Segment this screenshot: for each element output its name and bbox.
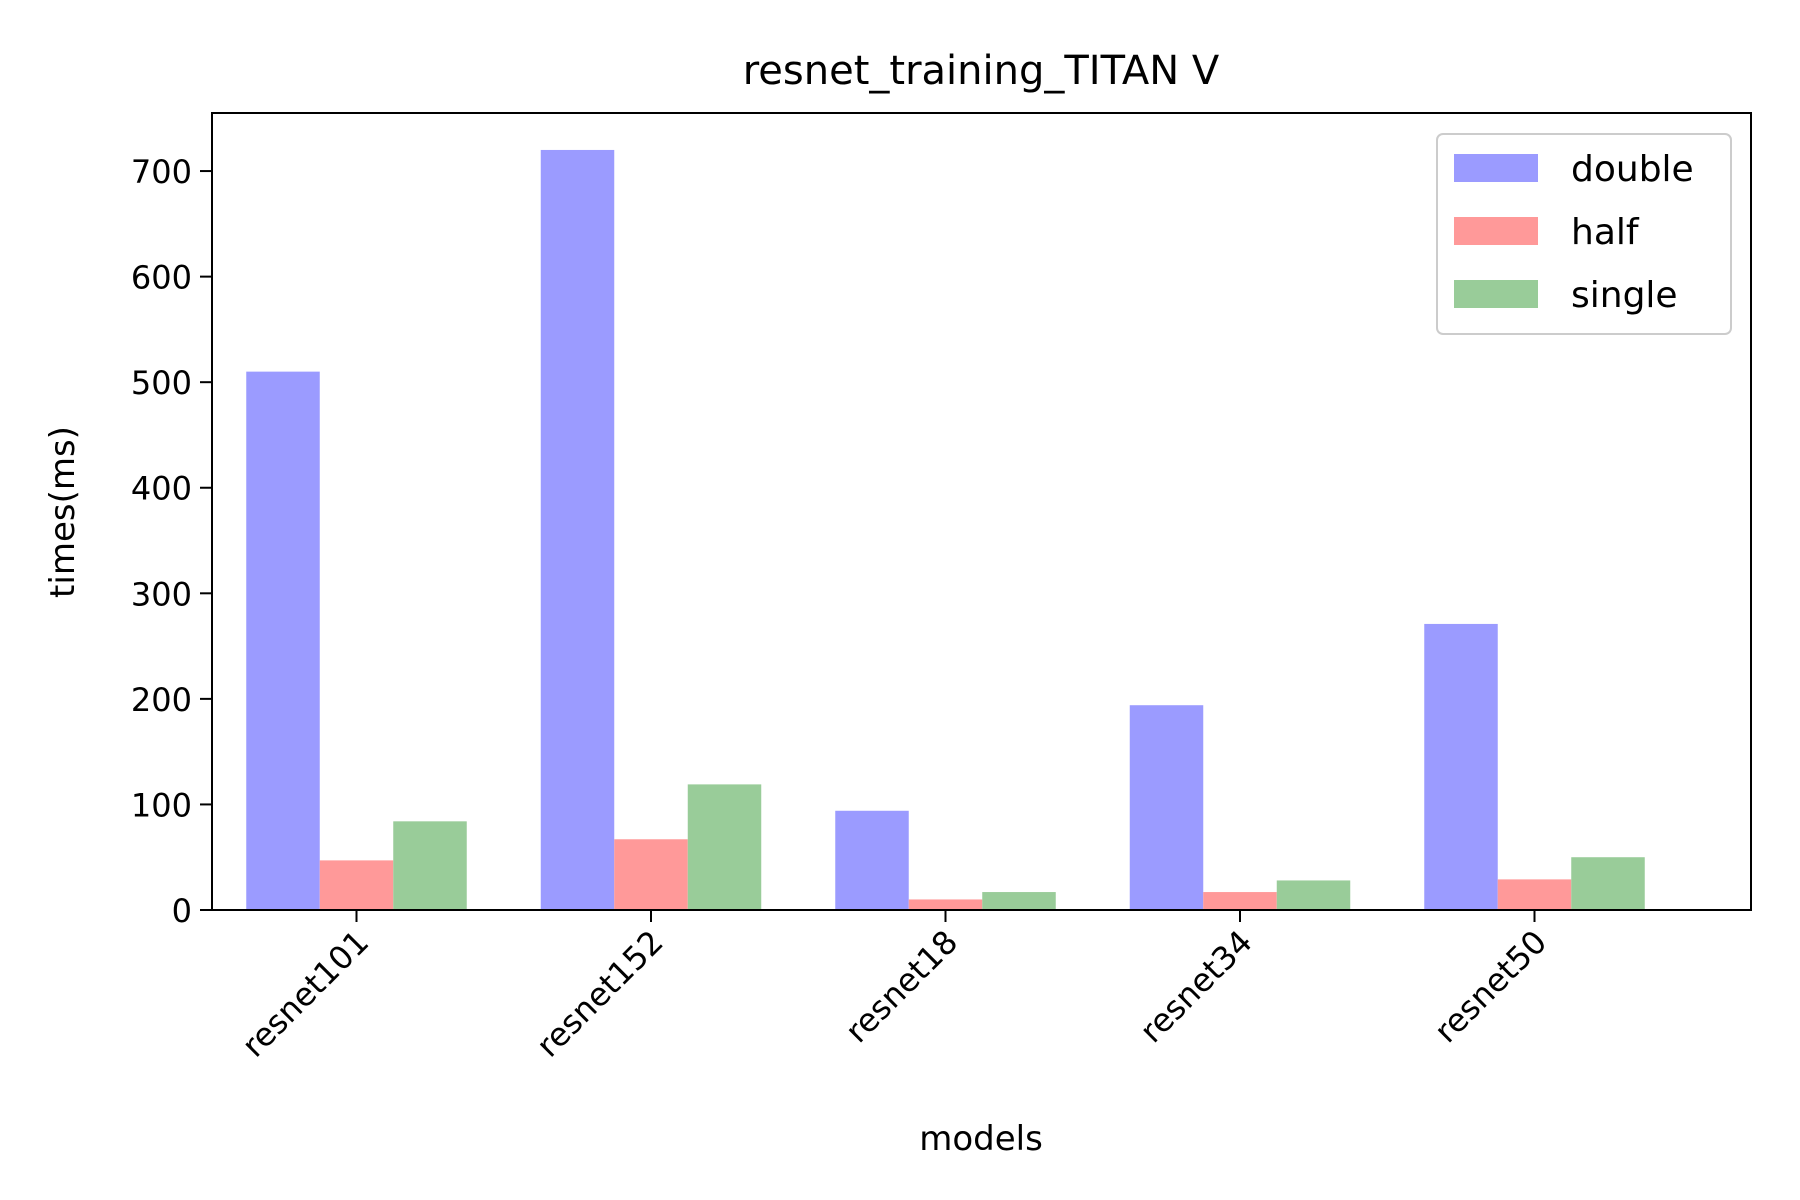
x-tick-label-resnet18: resnet18 — [838, 923, 965, 1050]
plot-frame — [211, 112, 1752, 911]
bar-half-resnet50 — [1497, 879, 1572, 910]
legend-swatch-single — [1454, 280, 1538, 308]
bar-half-resnet152 — [614, 839, 688, 910]
bar-half-resnet18 — [908, 899, 983, 910]
bar-double-resnet34 — [1129, 705, 1204, 910]
legend-label-double: double — [1571, 149, 1694, 190]
x-tick-label-resnet34: resnet34 — [1132, 923, 1259, 1050]
y-axis-ticks: 0 100 200 300 400 500 600 700 — [131, 153, 212, 930]
y-tick-label-100: 100 — [131, 786, 192, 824]
y-tick-label-200: 200 — [131, 681, 192, 719]
bar-double-resnet101 — [246, 371, 320, 910]
bar-half-resnet101 — [319, 860, 394, 910]
x-axis-label: models — [919, 1119, 1043, 1159]
bar-double-resnet152 — [540, 149, 615, 910]
x-axis-ticks: resnet101 resnet152 resnet18 resnet34 resnet… — [234, 910, 1554, 1064]
bar-single-resnet18 — [982, 892, 1056, 910]
x-tick-label-resnet50: resnet50 — [1427, 923, 1554, 1050]
legend: double half single — [1436, 133, 1732, 335]
y-axis-label: times(ms) — [43, 426, 83, 598]
legend-label-half: half — [1571, 212, 1640, 253]
x-tick-label-resnet101: resnet101 — [234, 923, 376, 1065]
y-tick-label-500: 500 — [131, 364, 192, 402]
bar-single-resnet34 — [1276, 880, 1351, 910]
bar-double-resnet50 — [1424, 623, 1498, 910]
chart-title: resnet_training_TITAN V — [743, 48, 1220, 94]
bars-group — [246, 149, 1645, 910]
bar-single-resnet50 — [1571, 857, 1645, 910]
x-tick-label-resnet152: resnet152 — [529, 923, 671, 1065]
y-tick-label-0: 0 — [172, 892, 192, 930]
legend-swatch-double — [1454, 154, 1538, 182]
bar-half-resnet34 — [1203, 892, 1277, 910]
y-tick-label-700: 700 — [131, 153, 192, 191]
y-tick-label-600: 600 — [131, 259, 192, 297]
legend-swatch-half — [1454, 217, 1538, 245]
bar-single-resnet152 — [687, 784, 762, 910]
y-tick-label-400: 400 — [131, 470, 192, 508]
legend-label-single: single — [1571, 275, 1678, 316]
bar-single-resnet101 — [393, 821, 467, 910]
bar-double-resnet18 — [835, 810, 909, 910]
y-tick-label-300: 300 — [131, 575, 192, 613]
